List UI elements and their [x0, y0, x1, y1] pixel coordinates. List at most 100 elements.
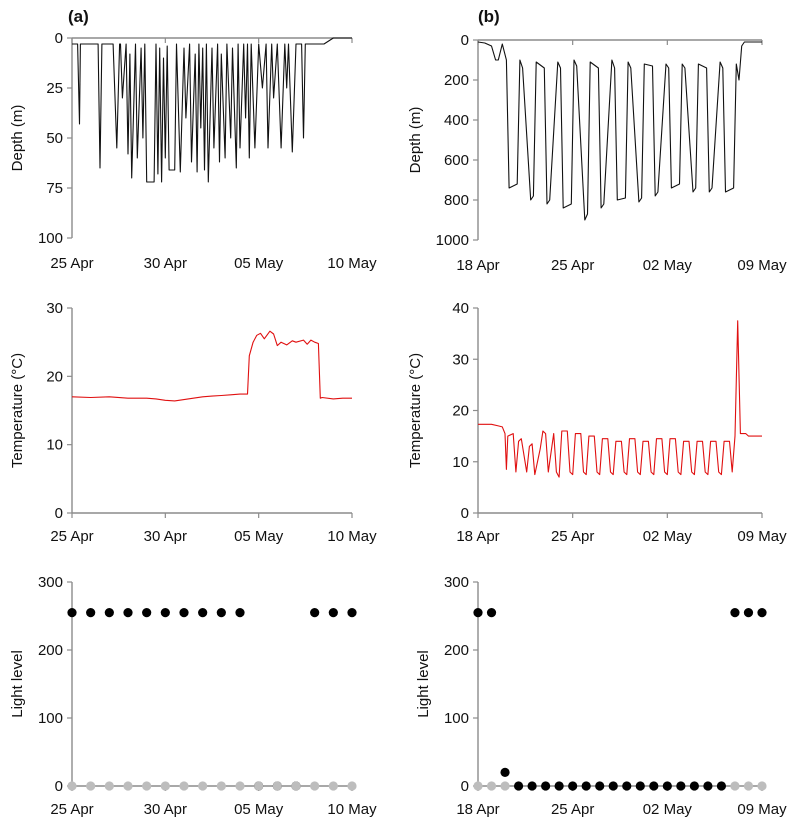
- a-temp-series-line: [71, 330, 352, 402]
- a-light-day-point: [198, 608, 208, 618]
- b-light-day-point: [581, 781, 591, 791]
- a-light-day-point: [67, 608, 77, 618]
- a-light-y-tick-label: 0: [55, 778, 63, 795]
- a-depth-x-tick-label: 30 Apr: [144, 255, 187, 272]
- a-depth-x-tick-label: 05 May: [234, 255, 284, 272]
- a-depth-series-line: [72, 37, 352, 183]
- a-light-night-point: [179, 781, 189, 791]
- b-light-x-tick-label: 09 May: [737, 801, 787, 818]
- b-depth-x-tick-label: 02 May: [643, 257, 693, 274]
- b-light-y-axis-label: Light level: [415, 650, 432, 718]
- b-depth-y-tick-label: 800: [444, 192, 469, 209]
- a-light-day-point: [86, 608, 96, 618]
- b-light-day-point: [473, 608, 483, 618]
- b-light-day-point: [486, 608, 497, 618]
- b-light-day-point: [568, 781, 578, 791]
- a-temp-y-tick-label: 30: [46, 300, 63, 317]
- b-depth-y-tick-label: 600: [444, 152, 469, 169]
- b-light-day-point: [703, 781, 713, 791]
- a-light-day-point: [216, 608, 226, 618]
- a-temp-y-tick-label: 20: [46, 368, 63, 385]
- b-light-night-point: [473, 781, 483, 791]
- b-light-x-tick-label: 25 Apr: [551, 801, 594, 818]
- b-temp-x-tick-label: 02 May: [643, 528, 693, 545]
- a-light-y-axis-label: Light level: [9, 650, 26, 718]
- a-light-night-point: [104, 781, 114, 791]
- b-depth-y-tick-label: 0: [461, 32, 469, 49]
- b-light-y-tick-label: 300: [444, 574, 469, 591]
- b-depth-series-line: [477, 41, 762, 221]
- b-light-day-point: [608, 781, 618, 791]
- b-light-day-point: [716, 781, 727, 791]
- b-depth-y-tick-label: 1000: [436, 232, 469, 249]
- a-light-night-point: [142, 781, 152, 791]
- b-light-night-point: [743, 781, 754, 791]
- b-light-day-point: [500, 767, 510, 778]
- a-depth-y-tick-label: 100: [38, 230, 63, 247]
- panel-label-a: (a): [68, 7, 89, 26]
- a-light-x-tick-label: 30 Apr: [144, 801, 187, 818]
- b-light-day-point: [622, 781, 632, 791]
- a-light-night-point: [254, 781, 264, 791]
- b-temp-y-axis-label: Temperature (°C): [407, 353, 424, 468]
- b-light-day-point: [743, 608, 754, 618]
- a-light-night-point: [272, 781, 282, 791]
- a-depth-y-tick-label: 0: [55, 30, 63, 47]
- a-light-night-point: [160, 781, 170, 791]
- a-temp-y-axis-label: Temperature (°C): [9, 353, 26, 468]
- a-light-day-point: [104, 608, 114, 618]
- b-light-y-tick-label: 0: [461, 778, 469, 795]
- b-light-night-point: [730, 781, 740, 791]
- b-light-day-point: [730, 608, 740, 618]
- b-temp-y-tick-label: 30: [452, 351, 469, 368]
- b-depth-y-axis-label: Depth (m): [407, 107, 424, 174]
- a-light-day-point: [328, 608, 338, 618]
- b-light-day-point: [662, 781, 672, 791]
- a-temp-y-tick-label: 10: [46, 437, 63, 454]
- a-light-night-point: [216, 781, 226, 791]
- b-depth-x-tick-label: 25 Apr: [551, 257, 594, 274]
- b-light-day-point: [554, 781, 564, 791]
- b-temp-x-tick-label: 09 May: [737, 528, 787, 545]
- b-depth-y-tick-label: 200: [444, 72, 469, 89]
- a-light-x-tick-label: 10 May: [327, 801, 377, 818]
- b-temp-y-tick-label: 20: [452, 403, 469, 420]
- a-light-night-point: [328, 781, 338, 791]
- a-depth-x-tick-label: 10 May: [327, 255, 377, 272]
- b-light-night-point: [757, 781, 767, 791]
- a-light-night-point: [347, 781, 357, 791]
- b-light-night-point: [500, 781, 510, 791]
- b-light-x-tick-label: 02 May: [643, 801, 693, 818]
- b-temp-x-tick-label: 18 Apr: [456, 528, 499, 545]
- a-light-x-tick-label: 05 May: [234, 801, 284, 818]
- a-light-y-tick-label: 100: [38, 710, 63, 727]
- b-light-day-point: [595, 781, 605, 791]
- a-depth-y-tick-label: 25: [46, 80, 63, 97]
- panel-label-b: (b): [478, 7, 500, 26]
- b-temp-y-tick-label: 40: [452, 300, 469, 317]
- a-light-night-point: [310, 781, 320, 791]
- b-light-day-point: [676, 781, 686, 791]
- a-temp-x-tick-label: 10 May: [327, 528, 377, 545]
- a-depth-x-tick-label: 25 Apr: [50, 255, 93, 272]
- b-light-x-tick-label: 18 Apr: [456, 801, 499, 818]
- a-light-day-point: [179, 608, 189, 618]
- b-light-day-point: [527, 781, 537, 791]
- a-light-night-point: [67, 781, 77, 791]
- a-temp-y-tick-label: 0: [55, 505, 63, 522]
- b-light-y-tick-label: 200: [444, 642, 469, 659]
- a-light-day-point: [123, 608, 133, 618]
- b-temp-series-line: [478, 320, 762, 478]
- a-light-night-point: [235, 781, 245, 791]
- b-depth-y-tick-label: 400: [444, 112, 469, 129]
- a-light-y-tick-label: 200: [38, 642, 63, 659]
- a-light-day-point: [235, 608, 245, 618]
- b-depth-x-tick-label: 09 May: [737, 257, 787, 274]
- a-light-day-point: [160, 608, 170, 618]
- a-light-night-point: [86, 781, 96, 791]
- a-depth-y-tick-label: 75: [46, 180, 63, 197]
- a-light-day-point: [142, 608, 152, 618]
- b-light-day-point: [649, 781, 659, 791]
